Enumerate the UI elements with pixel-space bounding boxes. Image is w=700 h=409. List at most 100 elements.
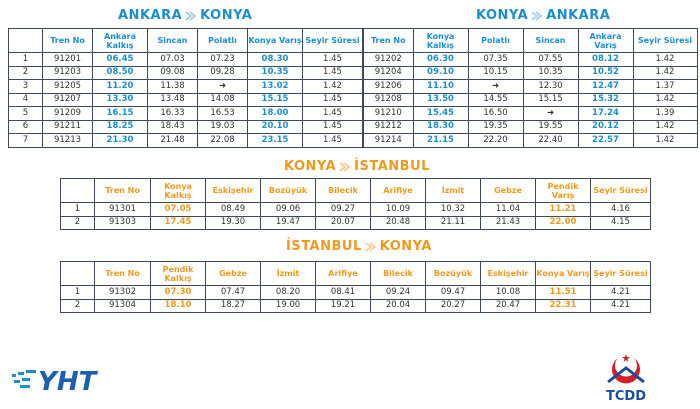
row: 6 91211 18.25 18.43 19.03 20.10 1.45 (8, 119, 363, 134)
cell: 09.10 (412, 65, 469, 80)
header-row: Tren No Konya Kalkış Polatlı Sincan Ankara V… (362, 28, 698, 53)
header-cell (8, 28, 43, 53)
cell: 18.30 (412, 119, 469, 134)
header-cell: Arifiye (315, 261, 371, 286)
title-to: ANKARA (546, 8, 611, 23)
cell: 11.04 (480, 202, 536, 217)
cell: 11.51 (535, 285, 591, 300)
cell: 20.12 (577, 119, 634, 134)
header-cell: Seyir Süresi (632, 28, 698, 53)
cell: 19.30 (205, 215, 261, 230)
row: 3 91205 11.20 11.38 ➜ 13.02 1.42 (8, 79, 363, 94)
cell: 19.47 (260, 215, 316, 230)
row: 1 91302 07.30 07.47 08.20 08.41 09.24 09.47 10.0… (60, 285, 651, 300)
cell: 16.33 (147, 106, 198, 121)
header-cell: Eskişehir (480, 261, 536, 286)
cell: 22.00 (535, 215, 591, 230)
header-cell: İzmit (260, 261, 316, 286)
cell: 06.30 (412, 52, 469, 67)
cell: 4.21 (590, 298, 651, 313)
cell: 20.04 (370, 298, 426, 313)
cell: 07.35 (467, 52, 524, 67)
cell: 13.48 (147, 92, 198, 107)
cell: 21.30 (92, 133, 148, 148)
title-from: KONYA (476, 8, 529, 23)
cell: 91202 (362, 52, 414, 67)
cell: 20.47 (480, 298, 536, 313)
cell: 19.55 (522, 119, 579, 134)
cell: 21.11 (425, 215, 481, 230)
header-cell: Gebze (205, 261, 261, 286)
cell: 4.21 (590, 285, 651, 300)
cell: 08.12 (577, 52, 634, 67)
cell: 5 (8, 106, 43, 121)
header-cell: Eskişehir (205, 178, 261, 203)
header-cell: Pendik Kalkış (150, 261, 206, 286)
section-title: KONYA ANKARA (476, 8, 610, 23)
section-title: KONYA İSTANBUL (284, 159, 430, 174)
row: 1 91301 07.05 08.49 09.06 09.27 10.09 10.32 11.0… (60, 202, 651, 217)
cell: 22.08 (197, 133, 248, 148)
timetable: Tren No Konya Kalkış Eskişehir Bozüyük Bilec… (60, 178, 651, 230)
cell: 19.21 (315, 298, 371, 313)
chevron (185, 10, 197, 21)
cell: 21.15 (412, 133, 469, 148)
cell: 91206 (362, 79, 414, 94)
header-cell (60, 261, 95, 286)
row: 2 91203 08.50 09.08 09.28 10.35 1.45 (8, 65, 363, 80)
cell: 08.50 (92, 65, 148, 80)
header-cell: Polatlı (197, 28, 248, 53)
cell: 07.30 (150, 285, 206, 300)
cell: 09.24 (370, 285, 426, 300)
logo-text: TCDD (606, 389, 646, 404)
cell: 19.00 (260, 298, 316, 313)
header-cell: Bozüyük (425, 261, 481, 286)
cell: 1.45 (302, 92, 363, 107)
timetable: Tren No Konya Kalkış Polatlı Sincan Ankara V… (362, 28, 698, 148)
row: 4 91207 13.30 13.48 14.08 15.15 1.45 (8, 92, 363, 107)
header-cell: Pendik Varış (535, 178, 591, 203)
cell: 91207 (42, 92, 93, 107)
header-cell (60, 178, 95, 203)
cell: 1 (60, 202, 95, 217)
cell: 11.10 (412, 79, 469, 94)
cell: 3 (8, 79, 43, 94)
header-cell: Tren No (94, 178, 151, 203)
cell: 1.42 (632, 133, 698, 148)
cell: 1.42 (632, 119, 698, 134)
cell: 15.15 (247, 92, 303, 107)
cell: 18.10 (150, 298, 206, 313)
row: 91214 21.15 22.20 22.40 22.57 1.42 (362, 133, 698, 148)
row: 91204 09.10 10.15 10.35 10.52 1.42 (362, 65, 698, 80)
cell: 10.35 (522, 65, 579, 80)
cell: 07.47 (205, 285, 261, 300)
chevron (531, 10, 543, 21)
cell: 91210 (362, 106, 414, 121)
row: 91210 15.45 16.50 ➜ 17.24 1.39 (362, 106, 698, 121)
header-cell: İzmit (425, 178, 481, 203)
cell: 10.09 (370, 202, 426, 217)
section-title: ANKARA KONYA (118, 8, 252, 23)
cell: 09.08 (147, 65, 198, 80)
cell: 17.45 (150, 215, 206, 230)
cell: 13.50 (412, 92, 469, 107)
cell: 91212 (362, 119, 414, 134)
cell: 10.35 (247, 65, 303, 80)
cell: 11.38 (147, 79, 198, 94)
cell: 91214 (362, 133, 414, 148)
cell: 18.27 (205, 298, 261, 313)
header-row: Tren No Konya Kalkış Eskişehir Bozüyük Bilec… (60, 178, 651, 203)
cell: 91302 (94, 285, 151, 300)
row: 2 91303 17.45 19.30 19.47 20.07 20.48 21.11 21.4… (60, 215, 651, 230)
row: 7 91213 21.30 21.48 22.08 23.15 1.45 (8, 133, 363, 148)
cell: 16.15 (92, 106, 148, 121)
cell: 20.07 (315, 215, 371, 230)
cell: 08.20 (260, 285, 316, 300)
header-cell: Ankara Kalkış (92, 28, 148, 53)
cell: 1.45 (302, 106, 363, 121)
cell: 12.30 (522, 79, 579, 94)
header-cell: Bilecik (315, 178, 371, 203)
cell: 09.06 (260, 202, 316, 217)
cell: 06.45 (92, 52, 148, 67)
